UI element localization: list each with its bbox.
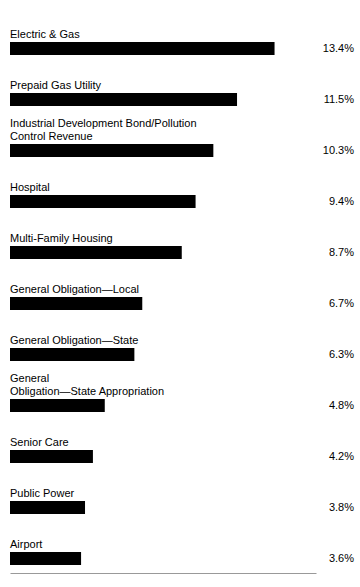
bar [10, 501, 85, 514]
category-labels: Electric & Gas Prepaid Gas Utility Industr… [10, 28, 197, 550]
category-label: Multi-Family Housing [10, 232, 113, 244]
category-label: General Obligation—Local [10, 283, 139, 295]
data-label: 3.6% [329, 552, 354, 564]
data-label: 10.3% [323, 144, 354, 156]
data-label: 9.4% [329, 195, 354, 207]
bar [10, 144, 213, 157]
bar [10, 297, 142, 310]
bar [10, 552, 81, 565]
data-label: 8.7% [329, 246, 354, 258]
bars [10, 42, 275, 565]
bar [10, 450, 93, 463]
data-labels: 13.4% 11.5% 10.3% 9.4% 8.7% 6.7% 6.3% 4.8% 4.2% 3… [323, 42, 354, 564]
category-label: Industrial Development Bond/PollutionCon… [10, 117, 197, 142]
category-label: General Obligation—State [10, 334, 138, 346]
chart: Electric & Gas Prepaid Gas Utility Industr… [0, 0, 360, 587]
axis-line [11, 573, 317, 574]
bar [10, 246, 182, 259]
category-label: Airport [10, 538, 42, 550]
data-label: 13.4% [323, 42, 354, 54]
data-label: 3.8% [329, 501, 354, 513]
bar [10, 93, 237, 106]
category-label: Hospital [10, 181, 50, 193]
bar [10, 348, 134, 361]
data-label: 6.7% [329, 297, 354, 309]
x-axis [11, 573, 317, 574]
bar [10, 399, 105, 412]
data-label: 4.8% [329, 399, 354, 411]
bar [10, 195, 196, 208]
bar [10, 42, 275, 55]
category-label: Senior Care [10, 436, 69, 448]
data-label: 6.3% [329, 348, 354, 360]
data-label: 11.5% [324, 93, 355, 105]
data-label: 4.2% [329, 450, 354, 462]
category-label: Electric & Gas [10, 28, 80, 40]
category-label: Public Power [10, 487, 75, 499]
category-label: GeneralObligation—State Appropriation [10, 372, 164, 397]
category-label: Prepaid Gas Utility [10, 79, 102, 91]
